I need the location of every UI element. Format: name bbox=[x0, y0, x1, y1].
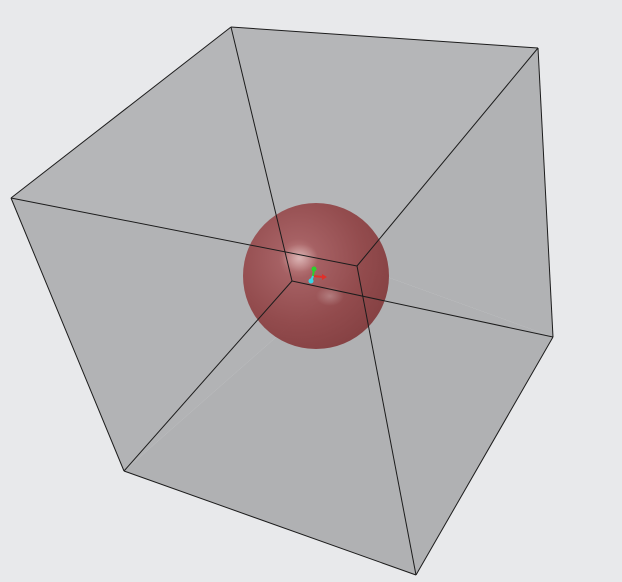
x-axis-arrow-icon bbox=[322, 274, 327, 280]
y-axis-tip-icon bbox=[311, 266, 317, 272]
x-axis-icon bbox=[312, 275, 324, 278]
cube-face-bottom bbox=[124, 266, 553, 575]
cube-face-right bbox=[357, 48, 553, 337]
z-axis-tip-icon bbox=[308, 278, 314, 284]
xyz-axis-triad-icon[interactable] bbox=[308, 266, 328, 284]
sphere-highlight bbox=[282, 244, 318, 272]
cube-edges bbox=[10, 26, 554, 576]
